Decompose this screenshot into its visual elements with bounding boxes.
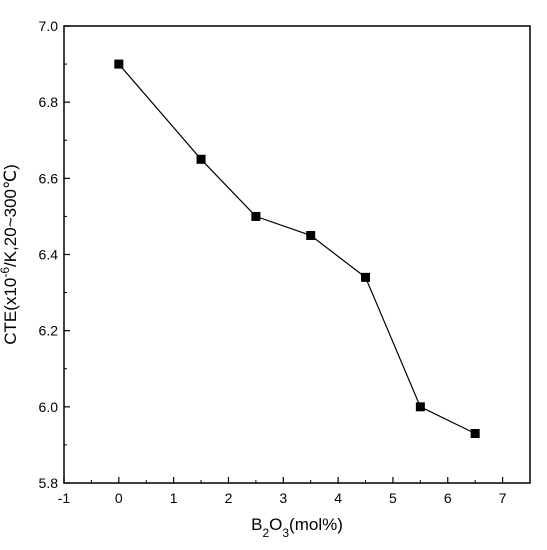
data-point: [470, 428, 480, 438]
data-point: [361, 272, 371, 282]
y-axis-title: CTE(x10-6/K,20~300℃): [0, 164, 20, 345]
x-tick-label: 0: [115, 490, 123, 506]
x-tick-labels: -1 0 1 2 3 4 5 6 7: [58, 490, 507, 506]
x-tick-label: 4: [334, 490, 342, 506]
data-point: [415, 402, 425, 412]
y-tick-label: 6.8: [39, 94, 59, 110]
y-tick-label: 6.4: [39, 247, 59, 263]
x-tick-label: 5: [389, 490, 397, 506]
x-tick-label: 3: [279, 490, 287, 506]
tick-marks: [63, 25, 504, 484]
x-axis-title: B2O3(mol%): [251, 515, 343, 540]
x-tick-label: 7: [499, 490, 507, 506]
data-points: [114, 59, 480, 438]
x-tick-label: 6: [444, 490, 452, 506]
x-tick-label: 2: [225, 490, 233, 506]
y-tick-label: 6.2: [39, 323, 59, 339]
data-point: [196, 154, 206, 164]
data-point: [306, 230, 316, 240]
x-tick-label: -1: [58, 490, 71, 506]
y-tick-label: 6.0: [39, 399, 59, 415]
y-tick-labels: 5.8 6.0 6.2 6.4 6.6 6.8 7.0: [39, 18, 59, 491]
y-tick-label: 6.6: [39, 170, 59, 186]
y-tick-label: 5.8: [39, 475, 59, 491]
data-point: [251, 211, 261, 221]
x-tick-label: 1: [170, 490, 178, 506]
y-tick-label: 7.0: [39, 18, 59, 34]
data-point: [114, 59, 124, 69]
